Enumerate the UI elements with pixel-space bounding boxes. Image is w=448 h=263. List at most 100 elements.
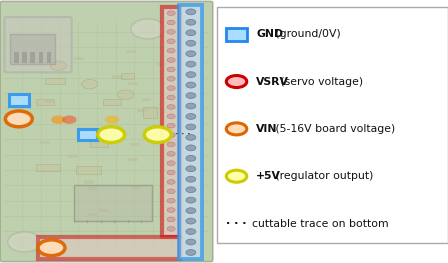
- Circle shape: [167, 11, 175, 16]
- FancyBboxPatch shape: [78, 129, 97, 140]
- Circle shape: [186, 239, 196, 245]
- Bar: [45, 78, 65, 84]
- Bar: [44, 100, 54, 103]
- Bar: [36, 99, 54, 105]
- Circle shape: [186, 124, 196, 130]
- Circle shape: [167, 170, 175, 175]
- Bar: [35, 48, 45, 52]
- Circle shape: [226, 75, 247, 88]
- Bar: [112, 75, 122, 79]
- Circle shape: [186, 103, 196, 109]
- Circle shape: [186, 155, 196, 161]
- Bar: [74, 185, 152, 221]
- Text: +5V: +5V: [256, 171, 281, 181]
- Circle shape: [186, 51, 196, 57]
- Circle shape: [186, 250, 196, 255]
- Circle shape: [167, 123, 175, 128]
- Circle shape: [167, 208, 175, 213]
- Bar: [142, 98, 151, 101]
- Circle shape: [144, 127, 171, 143]
- FancyBboxPatch shape: [179, 5, 202, 259]
- Circle shape: [167, 95, 175, 100]
- Bar: [84, 180, 94, 184]
- FancyBboxPatch shape: [9, 94, 29, 106]
- FancyBboxPatch shape: [217, 7, 448, 243]
- Circle shape: [186, 166, 196, 172]
- Bar: [30, 52, 35, 63]
- Circle shape: [167, 58, 175, 62]
- Bar: [121, 73, 134, 79]
- Text: (regulator output): (regulator output): [271, 171, 373, 181]
- Circle shape: [167, 20, 175, 25]
- Bar: [22, 52, 27, 63]
- Circle shape: [167, 161, 175, 165]
- Circle shape: [186, 208, 196, 214]
- Bar: [39, 52, 43, 63]
- Bar: [74, 57, 84, 60]
- Circle shape: [186, 134, 196, 140]
- Bar: [36, 164, 60, 171]
- Circle shape: [167, 217, 175, 222]
- Bar: [138, 109, 147, 112]
- Circle shape: [167, 48, 175, 53]
- Bar: [143, 107, 157, 118]
- Text: (ground/0V): (ground/0V): [271, 29, 340, 39]
- Bar: [47, 52, 51, 63]
- Text: cuttable trace on bottom: cuttable trace on bottom: [252, 219, 388, 229]
- Text: GND: GND: [256, 29, 284, 39]
- Circle shape: [167, 105, 175, 109]
- Circle shape: [186, 197, 196, 203]
- Circle shape: [167, 189, 175, 194]
- Bar: [88, 187, 98, 190]
- Circle shape: [167, 114, 175, 119]
- Text: VIN: VIN: [256, 124, 278, 134]
- Text: VSRV: VSRV: [256, 77, 289, 87]
- Circle shape: [105, 115, 119, 124]
- Bar: [14, 52, 19, 63]
- Bar: [130, 143, 140, 146]
- FancyBboxPatch shape: [0, 1, 213, 262]
- Circle shape: [186, 9, 196, 15]
- Circle shape: [186, 176, 196, 182]
- Circle shape: [51, 115, 65, 124]
- Circle shape: [117, 90, 134, 99]
- Circle shape: [226, 123, 247, 135]
- Text: (5-16V board voltage): (5-16V board voltage): [271, 124, 395, 134]
- Bar: [103, 99, 121, 105]
- Circle shape: [167, 133, 175, 137]
- Bar: [76, 166, 101, 174]
- Circle shape: [15, 236, 34, 248]
- Circle shape: [186, 19, 196, 25]
- FancyBboxPatch shape: [162, 7, 180, 237]
- Circle shape: [186, 218, 196, 224]
- Circle shape: [131, 19, 165, 39]
- Circle shape: [38, 240, 65, 256]
- Circle shape: [50, 61, 66, 70]
- Bar: [128, 82, 138, 85]
- Circle shape: [98, 127, 125, 143]
- Bar: [157, 63, 167, 66]
- Circle shape: [167, 180, 175, 184]
- Bar: [40, 141, 50, 144]
- Circle shape: [186, 93, 196, 98]
- Circle shape: [186, 229, 196, 234]
- Circle shape: [186, 40, 196, 46]
- Circle shape: [167, 29, 175, 34]
- Circle shape: [167, 151, 175, 156]
- Circle shape: [138, 23, 158, 35]
- Circle shape: [186, 114, 196, 119]
- Bar: [10, 34, 55, 64]
- Circle shape: [62, 115, 77, 124]
- Circle shape: [167, 39, 175, 44]
- Bar: [68, 155, 78, 158]
- Circle shape: [167, 226, 175, 231]
- Bar: [87, 213, 97, 216]
- Circle shape: [186, 30, 196, 36]
- Circle shape: [167, 86, 175, 90]
- Bar: [126, 50, 136, 53]
- Bar: [128, 158, 138, 161]
- FancyBboxPatch shape: [4, 17, 72, 72]
- Circle shape: [8, 232, 42, 252]
- Text: · · ·: · · ·: [226, 219, 247, 229]
- Bar: [130, 186, 140, 189]
